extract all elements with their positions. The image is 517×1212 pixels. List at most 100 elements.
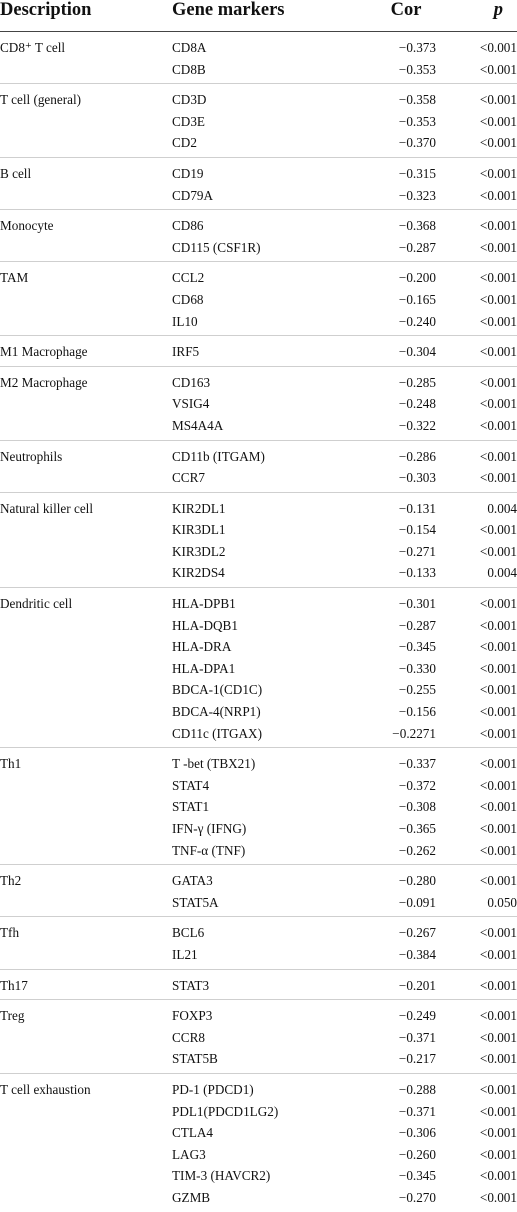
cell-gene-marker: IFN-γ (IFNG) — [172, 821, 247, 836]
cell-gene-marker: GZMB — [172, 1189, 211, 1205]
cell-description: TAM — [0, 270, 29, 286]
cell-gene-marker: STAT5B — [165, 1048, 365, 1074]
cell-p-value: 0.050 — [449, 891, 517, 918]
table-row: BDCA-4(NRP1) −0.156 <0.001 — [0, 701, 517, 723]
cell-description: M2 Macrophage — [0, 374, 88, 390]
cell-gene-marker: CTLA4 — [172, 1125, 214, 1141]
cell-cor: −0.286 — [398, 448, 436, 464]
cell-cor: −0.154 — [398, 522, 436, 538]
cell-description — [0, 289, 165, 311]
cell-cor: −0.365 — [398, 821, 436, 836]
table-row: T cell exhaustion PD-1 (PDCD1) −0.288 <0.00… — [0, 1073, 517, 1100]
cell-gene-marker: CD86 — [172, 218, 204, 234]
table-row: Monocyte CD86 −0.368 <0.001 — [0, 210, 517, 237]
cell-gene-marker: PD-1 (PDCD1) — [172, 1081, 254, 1097]
cell-p-value: <0.001 — [449, 132, 517, 158]
cell-cor: −0.200 — [398, 270, 436, 286]
cell-gene-marker: CCR8 — [172, 1029, 205, 1045]
table-row: CCR7 −0.303 <0.001 — [0, 467, 517, 493]
cell-cor: −0.345 — [398, 1168, 436, 1184]
cell-description — [0, 1122, 165, 1144]
cell-p-value: <0.001 — [479, 639, 517, 655]
cell-p-value: <0.001 — [449, 414, 517, 441]
cell-description — [0, 1165, 165, 1187]
cell-cor: −0.131 — [398, 500, 436, 516]
table-row: VSIG4 −0.248 <0.001 — [0, 393, 517, 415]
table-header: Description Gene markers Cor p — [0, 0, 517, 32]
cell-p-value: <0.001 — [479, 396, 517, 412]
cell-cor: −0.303 — [365, 467, 449, 493]
table-row: HLA-DQB1 −0.287 <0.001 — [0, 615, 517, 637]
table-row: LAG3 −0.260 <0.001 — [0, 1144, 517, 1166]
cell-cor: −0.285 — [398, 374, 436, 390]
cell-p-value: <0.001 — [479, 1029, 517, 1045]
cell-description: Neutrophils — [0, 448, 63, 464]
cell-cor: −0.306 — [398, 1125, 436, 1141]
cell-description — [0, 775, 165, 797]
cell-p-value: 0.004 — [487, 500, 517, 516]
cell-p-value: <0.001 — [479, 660, 517, 676]
cell-cor: −0.271 — [398, 543, 436, 559]
cell-description — [0, 1187, 165, 1212]
cell-cor: −0.337 — [398, 756, 436, 772]
table-row: GZMB −0.270 <0.001 — [0, 1187, 517, 1212]
cell-p-value: <0.001 — [479, 799, 517, 815]
cell-cor: −0.322 — [365, 414, 449, 441]
cell-gene-marker: VSIG4 — [172, 396, 210, 412]
cell-description — [0, 1101, 165, 1123]
cell-gene-marker: TIM-3 (HAVCR2) — [172, 1168, 271, 1184]
cell-gene-marker: IRF5 — [165, 335, 365, 367]
table-row: KIR3DL2 −0.271 <0.001 — [0, 541, 517, 563]
cell-description — [0, 658, 165, 680]
cell-cor: −0.240 — [365, 310, 449, 337]
cell-p-value: <0.001 — [479, 1125, 517, 1141]
cell-cor: −0.345 — [398, 639, 436, 655]
cell-gene-marker: CD2 — [165, 132, 365, 158]
table-row: STAT5A −0.091 0.050 — [0, 891, 517, 918]
table-row: CD11c (ITGAX) −0.2271 <0.001 — [0, 722, 517, 749]
cell-p-value: <0.001 — [479, 1189, 517, 1205]
cell-p-value: <0.001 — [479, 617, 517, 633]
cell-cor: −0.330 — [398, 660, 436, 676]
cell-gene-marker: STAT4 — [172, 777, 210, 793]
cell-p-value: <0.001 — [479, 270, 517, 286]
cell-p-value: <0.001 — [449, 969, 517, 1001]
cell-description: Dendritic cell — [0, 596, 73, 612]
cell-cor: −0.301 — [398, 596, 436, 612]
cell-cor: −0.248 — [398, 396, 436, 412]
cell-description — [0, 111, 165, 133]
cell-gene-marker: BDCA-4(NRP1) — [172, 704, 261, 720]
cell-cor: −0.315 — [398, 165, 436, 181]
header-row: Description Gene markers Cor p — [0, 0, 517, 32]
cell-description: M1 Macrophage — [0, 335, 165, 367]
cell-cor: −0.156 — [398, 704, 436, 720]
cell-gene-marker: KIR3DL2 — [172, 543, 226, 559]
cell-description — [0, 541, 165, 563]
cell-description — [0, 818, 165, 840]
cell-description — [0, 414, 165, 441]
table-row: Natural killer cell KIR2DL1 −0.131 0.004 — [0, 492, 517, 519]
header-gene-markers: Gene markers — [172, 0, 285, 20]
table-row: CD68 −0.165 <0.001 — [0, 289, 517, 311]
table-row: T cell (general) CD3D −0.358 <0.001 — [0, 84, 517, 111]
table-row: CCR8 −0.371 <0.001 — [0, 1027, 517, 1049]
cell-description: Treg — [0, 1008, 25, 1024]
cell-cor: −0.270 — [398, 1189, 436, 1205]
cell-description — [0, 722, 165, 749]
cell-description — [0, 1144, 165, 1166]
cell-p-value: <0.001 — [449, 335, 517, 367]
table-row: B cell CD19 −0.315 <0.001 — [0, 157, 517, 184]
cell-description — [0, 796, 165, 818]
table-row: IL10 −0.240 <0.001 — [0, 310, 517, 337]
cell-p-value: <0.001 — [479, 543, 517, 559]
cell-gene-marker: CD19 — [172, 165, 204, 181]
cell-cor: −0.217 — [365, 1048, 449, 1074]
cell-gene-marker: T -bet (TBX21) — [172, 756, 256, 772]
cell-cor: −0.371 — [398, 1029, 436, 1045]
cell-gene-marker: TNF-α (TNF) — [165, 839, 365, 866]
cell-cor: −0.372 — [398, 777, 436, 793]
cell-p-value: <0.001 — [479, 1146, 517, 1162]
table-row: CD8⁺ T cell CD8A −0.373 <0.001 — [0, 32, 517, 59]
cell-cor: −0.323 — [365, 184, 449, 211]
cell-gene-marker: CD68 — [172, 291, 204, 307]
